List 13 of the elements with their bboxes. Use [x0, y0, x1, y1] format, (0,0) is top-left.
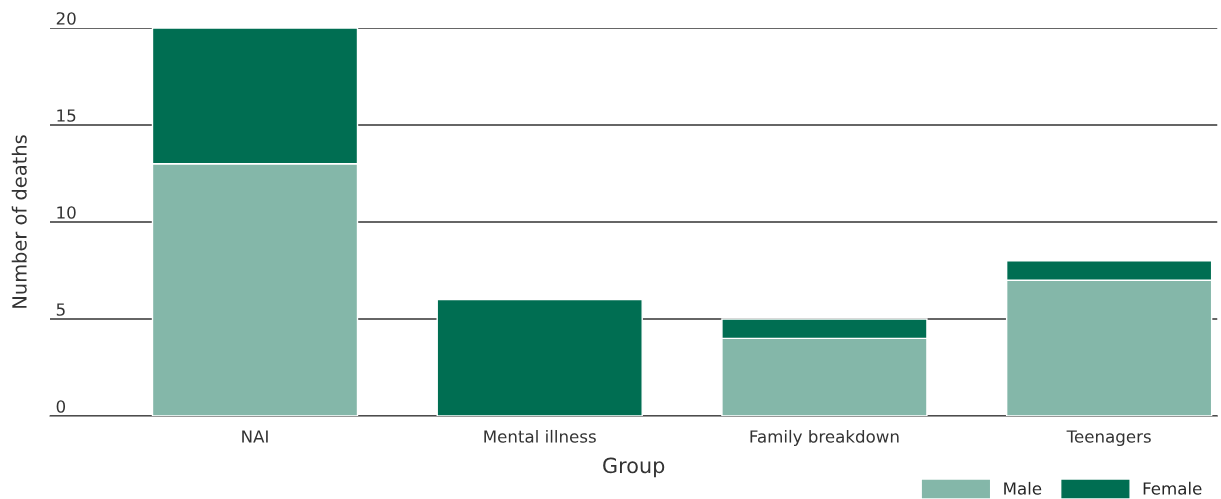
y-tick-label: 5 [56, 303, 65, 316]
y-axis-title: Number of deaths [11, 135, 27, 308]
y-tick-label: 10 [57, 206, 76, 219]
legend-label: Female [1143, 481, 1202, 495]
legend-label: Male [1004, 481, 1042, 495]
x-tick-label: NAI [242, 430, 268, 443]
y-tick-label: 0 [56, 400, 66, 413]
y-tick-label: 15 [57, 109, 76, 122]
x-tick-label: Family breakdown [750, 429, 899, 447]
x-axis-title: Group [603, 457, 665, 478]
x-tick-label: Teenagers [1066, 430, 1151, 447]
y-tick-label: 20 [56, 12, 76, 25]
x-tick-label: Mental illness [484, 429, 596, 443]
